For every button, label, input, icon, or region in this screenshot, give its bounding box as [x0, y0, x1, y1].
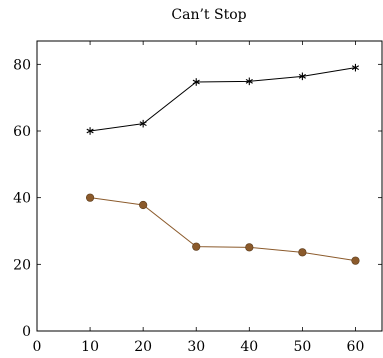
- y-tick-label: 60: [13, 124, 31, 140]
- y-tick-label: 0: [22, 324, 31, 340]
- star-stroke: [192, 79, 200, 85]
- data-point: [298, 248, 307, 257]
- star-stroke: [139, 121, 147, 127]
- x-tick-label: 20: [134, 339, 152, 355]
- y-tick-label: 40: [13, 191, 31, 207]
- star-stroke: [351, 65, 360, 71]
- x-tick-label: 0: [33, 339, 42, 355]
- star-stroke: [86, 128, 94, 134]
- data-point: [139, 119, 147, 128]
- series-line: [90, 67, 356, 132]
- star-stroke: [298, 73, 306, 79]
- x-tick-label: 50: [293, 339, 311, 355]
- star-stroke: [245, 78, 253, 84]
- data-point: [298, 72, 306, 81]
- x-tick-label: 40: [240, 339, 258, 355]
- x-tick-label: 10: [81, 339, 99, 355]
- y-tick-label: 80: [13, 57, 31, 73]
- plot-frame: [36, 40, 383, 332]
- y-tick-label: 20: [13, 257, 31, 273]
- x-tick-label: 60: [347, 339, 365, 355]
- chart-title: Can’t Stop: [171, 7, 246, 23]
- data-point: [245, 77, 253, 86]
- axis-ticks: 0 10 20 30 40 50 60 0 20 40 60 80: [13, 41, 382, 355]
- x-tick-label: 30: [187, 339, 205, 355]
- series-layer: [85, 63, 360, 265]
- data-point: [351, 256, 360, 265]
- series-1: [86, 63, 360, 135]
- data-point: [192, 78, 200, 86]
- data-point: [85, 193, 95, 202]
- data-point: [192, 242, 201, 251]
- series-2: [85, 193, 360, 265]
- series-line: [90, 197, 356, 262]
- data-point: [245, 243, 254, 252]
- data-point: [86, 127, 94, 135]
- data-point: [139, 200, 148, 210]
- data-point: [351, 63, 360, 72]
